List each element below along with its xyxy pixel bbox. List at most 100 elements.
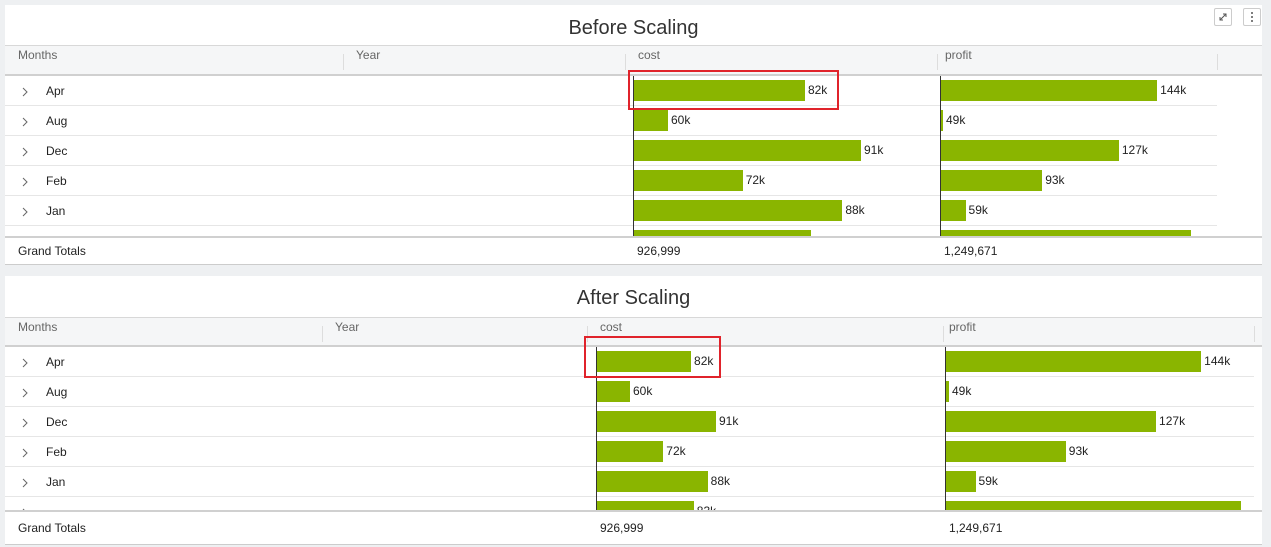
chevron-icon xyxy=(22,87,28,97)
column-separator xyxy=(343,54,344,70)
column-separator xyxy=(625,54,626,70)
bar xyxy=(634,230,812,236)
bar-value-label: 88k xyxy=(710,474,731,488)
expand-chevron[interactable] xyxy=(20,446,30,464)
total-value: 1,249,671 xyxy=(949,521,1003,535)
bar-axis xyxy=(945,497,946,510)
column-separator xyxy=(943,326,944,342)
bar xyxy=(634,80,805,101)
expand-icon xyxy=(1219,13,1227,21)
column-header: cost xyxy=(638,48,661,62)
bar-value-label: 88k xyxy=(845,203,865,217)
bar-axis xyxy=(940,106,941,136)
bar-axis xyxy=(940,166,941,196)
expand-chevron[interactable] xyxy=(20,386,30,404)
bar-value-label: 60k xyxy=(633,384,653,398)
bar-axis xyxy=(940,76,941,106)
table-body: Apr 82k 144k Aug 60k 49k Dec 91k 127k Feb 72k 93k Ja… xyxy=(5,347,1254,510)
column-separator xyxy=(1217,54,1218,70)
month-label: Feb xyxy=(46,174,67,188)
panel: Before Scaling Months Year cost profit Apr 82k… xyxy=(5,5,1262,265)
bar xyxy=(941,200,966,221)
bar xyxy=(597,411,716,432)
bar-value-label: 72k xyxy=(666,444,686,458)
column-separator xyxy=(322,326,323,342)
expand-chevron[interactable] xyxy=(20,356,30,374)
month-label: Jan xyxy=(46,204,66,218)
column-header: Months xyxy=(18,320,58,334)
table-row xyxy=(5,226,1217,236)
bar xyxy=(597,351,692,372)
bar-axis xyxy=(945,437,946,467)
table-row: Apr 82k 144k xyxy=(5,76,1217,106)
expand-chevron[interactable] xyxy=(20,145,30,163)
bar xyxy=(946,411,1157,432)
column-header: Months xyxy=(18,48,58,62)
bar-value-label: 93k xyxy=(1068,444,1089,458)
bar-axis xyxy=(945,377,946,407)
bar-axis xyxy=(596,497,597,510)
bar xyxy=(946,381,949,402)
expand-chevron[interactable] xyxy=(20,175,30,193)
expand-chevron[interactable] xyxy=(20,115,30,133)
table-row: Dec 91k 127k xyxy=(5,407,1254,437)
month-label: Jan xyxy=(46,475,66,489)
table-row: Feb 72k 93k xyxy=(5,437,1254,467)
expand-chevron[interactable] xyxy=(20,476,30,494)
expand-chevron[interactable] xyxy=(20,416,30,434)
table-row: Aug 60k 49k xyxy=(5,377,1254,407)
bar xyxy=(941,140,1119,161)
menu-button[interactable] xyxy=(1243,8,1261,26)
grand-totals-row: Grand Totals 926,999 1,249,671 xyxy=(5,236,1262,265)
bar-axis xyxy=(940,136,941,166)
totals-label: Grand Totals xyxy=(18,521,86,535)
bar-value-label: 91k xyxy=(719,414,739,428)
bar-axis xyxy=(633,76,634,106)
bar xyxy=(941,80,1158,101)
bar xyxy=(597,441,664,462)
bar-axis xyxy=(945,347,946,377)
bar-value-label: 127k xyxy=(1159,414,1186,428)
bar xyxy=(634,170,743,191)
month-label: Dec xyxy=(46,144,68,158)
expand-chevron[interactable] xyxy=(20,205,30,223)
bar-value-label: 82k xyxy=(807,83,828,97)
bar-axis xyxy=(940,226,941,236)
bar xyxy=(634,200,843,221)
bar-value-label: 144k xyxy=(1160,83,1187,97)
expand-chevron[interactable] xyxy=(20,85,30,103)
grand-totals-row: Grand Totals 926,999 1,249,671 xyxy=(5,510,1262,545)
bar-axis xyxy=(633,106,634,136)
bar-value-label: 144k xyxy=(1204,354,1231,368)
chevron-icon xyxy=(22,358,28,368)
bar-axis xyxy=(633,226,634,236)
chevron-icon xyxy=(22,207,28,217)
bar-value-label: 127k xyxy=(1121,143,1148,157)
month-label: Aug xyxy=(46,385,68,399)
bar xyxy=(597,471,708,492)
month-label: Feb xyxy=(46,445,67,459)
bar-value-label: 59k xyxy=(978,474,998,488)
chevron-icon xyxy=(22,177,28,187)
bar-axis xyxy=(596,347,597,377)
column-header: Year xyxy=(335,320,360,334)
total-value: 1,249,671 xyxy=(944,244,998,258)
month-label: Apr xyxy=(46,84,65,98)
panel-title: After Scaling xyxy=(576,287,691,309)
bar-axis xyxy=(940,196,941,226)
bar-axis xyxy=(945,467,946,497)
bar-axis xyxy=(633,166,634,196)
table-row: 83k xyxy=(5,497,1254,510)
bar-axis xyxy=(596,377,597,407)
bar-value-label: 60k xyxy=(671,113,691,127)
expand-button[interactable] xyxy=(1214,8,1232,26)
bar xyxy=(941,230,1191,236)
bar-axis xyxy=(596,467,597,497)
chevron-icon xyxy=(22,117,28,127)
bar-axis xyxy=(596,437,597,467)
table-row: Jan 88k 59k xyxy=(5,196,1217,226)
bar xyxy=(634,140,861,161)
chevron-icon xyxy=(22,478,28,488)
bar-value-label: 82k xyxy=(694,354,714,368)
